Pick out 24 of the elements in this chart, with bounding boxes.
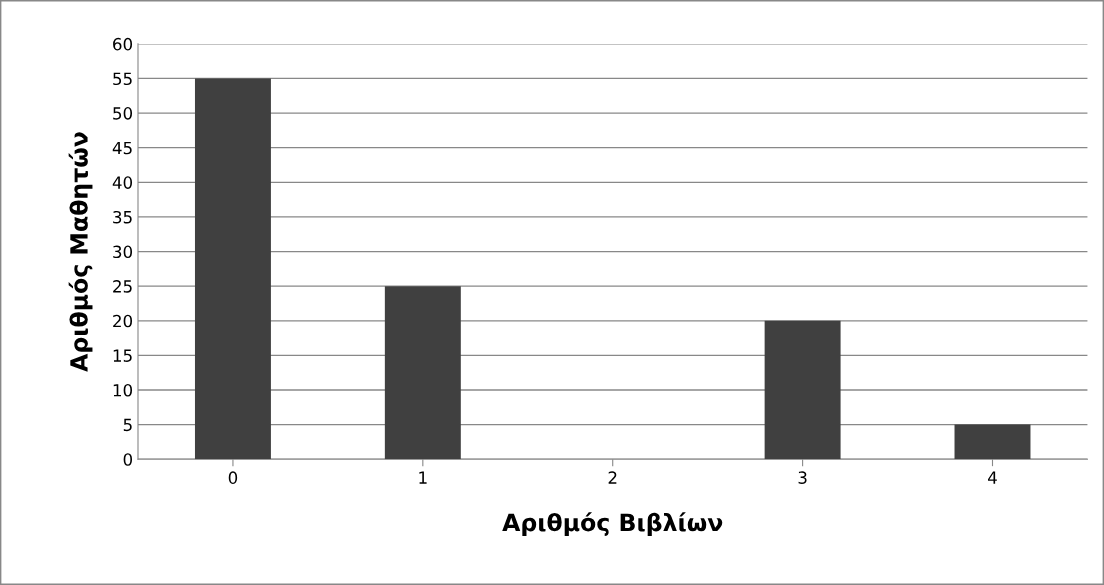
y-tick-label: 50 [113, 107, 133, 120]
x-tick-label: 4 [988, 471, 997, 484]
y-tick-label: 20 [113, 314, 133, 328]
x-tick-label: 3 [798, 471, 807, 484]
bar [764, 320, 841, 460]
y-tick-label: 30 [113, 245, 133, 259]
y-tick-label: 60 [113, 37, 133, 51]
bar [954, 424, 1031, 460]
x-axis-title: Αριθμός Βιβλίων [502, 512, 723, 536]
y-tick-label: 5 [123, 418, 132, 432]
x-tick-label: 0 [228, 471, 238, 484]
y-axis-title: Αριθμός Μαθητών [68, 132, 93, 372]
x-tick-label: 1 [419, 471, 427, 484]
y-tick-label: 10 [113, 383, 133, 397]
y-tick-label: 35 [113, 210, 132, 224]
y-tick-label: 40 [112, 176, 133, 189]
y-tick-label: 0 [123, 453, 133, 466]
bar [384, 286, 461, 460]
y-tick-label: 45 [112, 141, 132, 155]
y-tick-label: 25 [113, 280, 132, 293]
y-tick-label: 55 [113, 72, 132, 86]
bar [194, 78, 271, 460]
x-tick-label: 2 [608, 471, 617, 484]
y-tick-label: 15 [113, 349, 132, 362]
